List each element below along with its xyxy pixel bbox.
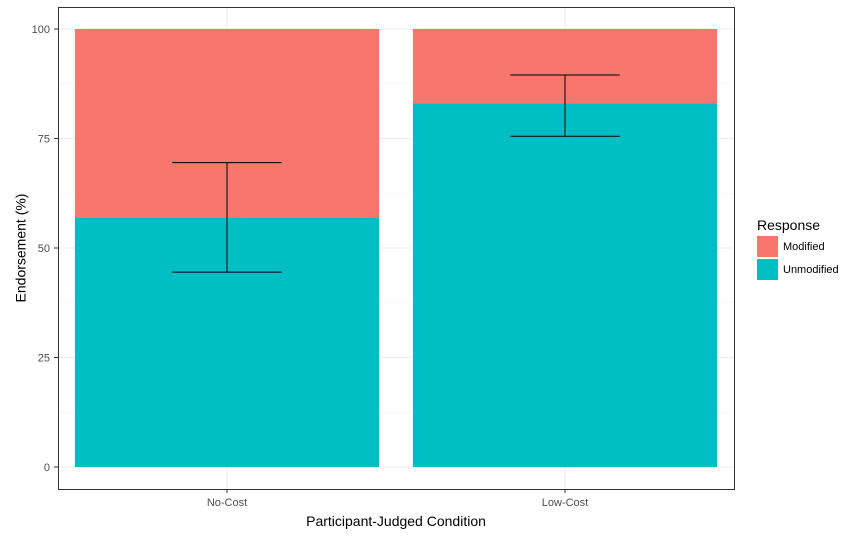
panel-border xyxy=(58,7,735,490)
legend: Response Modified Unmodified xyxy=(757,217,839,280)
legend-label-modified: Modified xyxy=(783,241,825,253)
legend-key-unmodified xyxy=(757,259,778,280)
legend-key-modified xyxy=(757,236,778,257)
x-axis-title: Participant-Judged Condition xyxy=(306,513,486,529)
y-tick-label: 50 xyxy=(38,243,50,255)
error-bar-low-cost xyxy=(510,74,620,137)
error-bars xyxy=(172,74,620,273)
y-tick-label: 25 xyxy=(38,353,50,365)
y-axis-title: Endorsement (%) xyxy=(13,194,29,303)
y-tick-label: 75 xyxy=(38,134,50,146)
legend-title: Response xyxy=(757,217,820,233)
x-tick-label: Low-Cost xyxy=(542,497,588,509)
error-bar-no-cost xyxy=(172,162,282,273)
axes: 0 25 50 75 100 No-Cost Low-Cost xyxy=(32,24,589,509)
x-tick-label: No-Cost xyxy=(207,497,247,509)
legend-label-unmodified: Unmodified xyxy=(783,264,839,276)
bar-unmodified-low-cost xyxy=(412,103,718,468)
y-tick-label: 100 xyxy=(32,24,50,36)
y-tick-label: 0 xyxy=(44,462,50,474)
bars xyxy=(74,29,718,468)
